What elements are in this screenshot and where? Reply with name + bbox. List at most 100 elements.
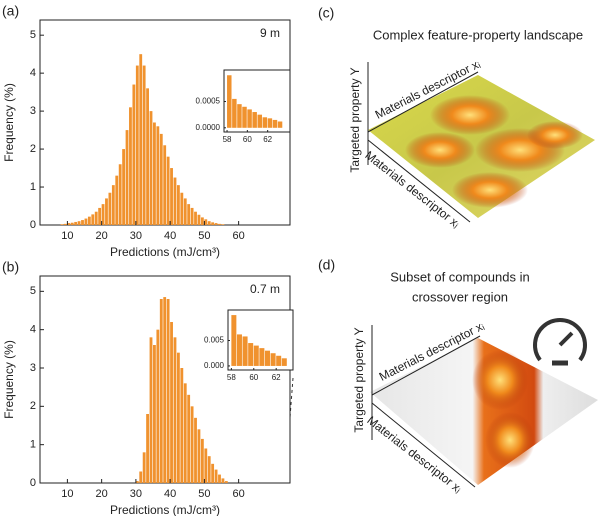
x-tick-label: 10: [61, 230, 73, 242]
bar: [187, 204, 191, 225]
bar: [108, 192, 112, 225]
bar: [132, 84, 136, 225]
bar: [166, 299, 170, 483]
axis-label: Targeted property Y: [348, 67, 362, 172]
y-tick-label: 0.0005: [196, 97, 221, 106]
y-tick-label: 2: [30, 400, 36, 412]
y-tick-label: 0: [30, 477, 36, 489]
x-tick-label: 30: [130, 230, 142, 242]
bar: [252, 112, 257, 128]
gauge-icon: [533, 318, 587, 366]
x-tick-label: 60: [249, 373, 258, 382]
bar: [111, 185, 115, 225]
bar: [231, 315, 237, 366]
y-axis-label: Frequency (%): [2, 83, 16, 162]
bar: [242, 336, 248, 366]
bar: [183, 198, 187, 225]
bar: [194, 211, 197, 225]
bar: [101, 204, 105, 225]
x-tick-label: 10: [61, 488, 73, 500]
bar: [200, 217, 204, 225]
x-tick-label: 62: [263, 135, 272, 144]
illustration-title: Complex feature-property landscape: [373, 27, 583, 42]
bar: [84, 218, 88, 225]
bar: [166, 156, 170, 225]
bar: [87, 216, 91, 225]
bar: [163, 297, 167, 483]
bar: [253, 345, 259, 366]
x-tick-label: 60: [233, 230, 245, 242]
bar: [224, 481, 228, 483]
bar: [156, 126, 160, 225]
y-tick-label: 5: [30, 29, 36, 41]
bar: [153, 122, 156, 225]
axis: [371, 335, 481, 396]
axis: [367, 139, 471, 223]
y-tick-label: 4: [30, 324, 36, 336]
bar: [77, 221, 81, 225]
panel-label: (b): [2, 259, 19, 275]
bar: [94, 211, 98, 225]
bar: [159, 299, 163, 483]
bar: [156, 329, 160, 483]
bar: [211, 463, 215, 483]
y-tick-label: 3: [30, 362, 36, 374]
axis: [367, 71, 479, 133]
bar: [204, 219, 208, 225]
bar: [122, 149, 126, 225]
bar: [214, 223, 218, 225]
panel-label: (d): [318, 257, 335, 273]
bar: [153, 345, 156, 483]
x-tick-label: 40: [164, 230, 176, 242]
y-tick-label: 1: [30, 181, 36, 193]
axis-label: Targeted property Y: [352, 327, 366, 432]
bar: [149, 111, 153, 225]
bar: [277, 121, 283, 128]
panel-label: (c): [318, 5, 334, 21]
x-tick-label: 60: [233, 488, 245, 500]
bar: [259, 348, 265, 366]
bar: [67, 223, 71, 225]
x-tick-label: 20: [96, 488, 108, 500]
bar: [247, 109, 252, 128]
bar: [170, 168, 173, 225]
bar: [221, 224, 225, 225]
bar: [227, 75, 232, 128]
y-tick-label: 0.0000: [196, 123, 221, 132]
x-axis-label: Predictions (mJ/cm³): [110, 503, 220, 516]
x-tick-label: 62: [272, 373, 281, 382]
y-tick-label: 4: [30, 67, 36, 79]
bar: [200, 438, 204, 483]
peak: [472, 350, 528, 410]
bar: [281, 358, 287, 366]
bar: [242, 106, 247, 128]
x-tick-label: 50: [198, 230, 210, 242]
bar: [74, 221, 78, 225]
peak: [485, 412, 535, 468]
x-tick-label: 58: [227, 373, 236, 382]
peak: [405, 132, 475, 168]
bar: [125, 130, 129, 225]
bar: [180, 192, 184, 225]
bar: [204, 448, 208, 483]
bar: [197, 429, 201, 483]
panel-label: (a): [2, 3, 19, 19]
bar: [190, 207, 194, 225]
bar: [267, 118, 273, 128]
bar: [262, 117, 268, 128]
x-tick-label: 58: [223, 135, 232, 144]
bar: [173, 337, 177, 483]
x-tick-label: 20: [96, 230, 108, 242]
bar: [176, 352, 180, 483]
bar: [218, 474, 221, 483]
bar: [98, 207, 102, 225]
bar: [187, 394, 191, 483]
bar: [190, 406, 194, 483]
peak: [527, 121, 583, 149]
bar: [70, 222, 74, 225]
bar: [81, 220, 84, 225]
bar: [276, 355, 282, 366]
bar: [105, 198, 108, 225]
bar: [194, 417, 197, 483]
